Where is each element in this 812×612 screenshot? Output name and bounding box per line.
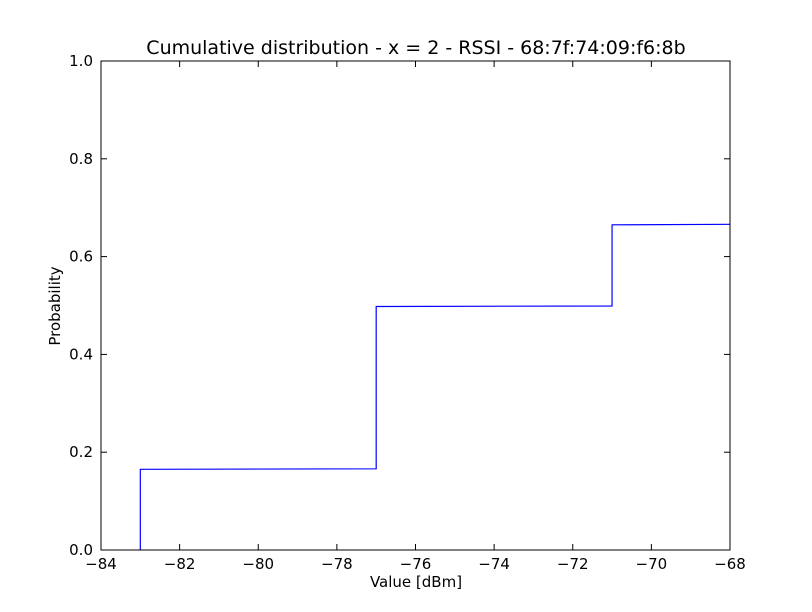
y-axis-label: Probability <box>46 266 64 345</box>
y-tick-label: 0.0 <box>69 541 93 559</box>
plot-area <box>101 61 730 550</box>
y-tick-label: 0.8 <box>69 150 93 168</box>
series-group <box>139 223 731 550</box>
x-tick-label: −80 <box>242 555 274 573</box>
x-tick-label: −84 <box>85 555 117 573</box>
x-tick-label: −72 <box>557 555 589 573</box>
x-tick-label: −76 <box>400 555 432 573</box>
x-axis-label: Value [dBm] <box>370 573 462 591</box>
y-tick-label: 0.2 <box>69 443 93 461</box>
tick-group: −84 −82 −80 −78 −76 −74 −72 −70 −68 0.0 0.2 0.4 0.6 0… <box>69 52 746 573</box>
axes-frame <box>100 60 731 551</box>
chart-title: Cumulative distribution - x = 2 - RSSI -… <box>146 37 685 59</box>
y-tick-label: 1.0 <box>69 52 93 70</box>
x-tick-label: −74 <box>478 555 510 573</box>
x-tick-label: −70 <box>636 555 668 573</box>
x-tick-label: −78 <box>321 555 353 573</box>
x-tick-label: −68 <box>714 555 746 573</box>
x-tick-label: −82 <box>164 555 196 573</box>
y-tick-label: 0.4 <box>69 345 93 363</box>
cdf-series-line <box>139 223 731 550</box>
y-tick-label: 0.6 <box>69 248 93 266</box>
